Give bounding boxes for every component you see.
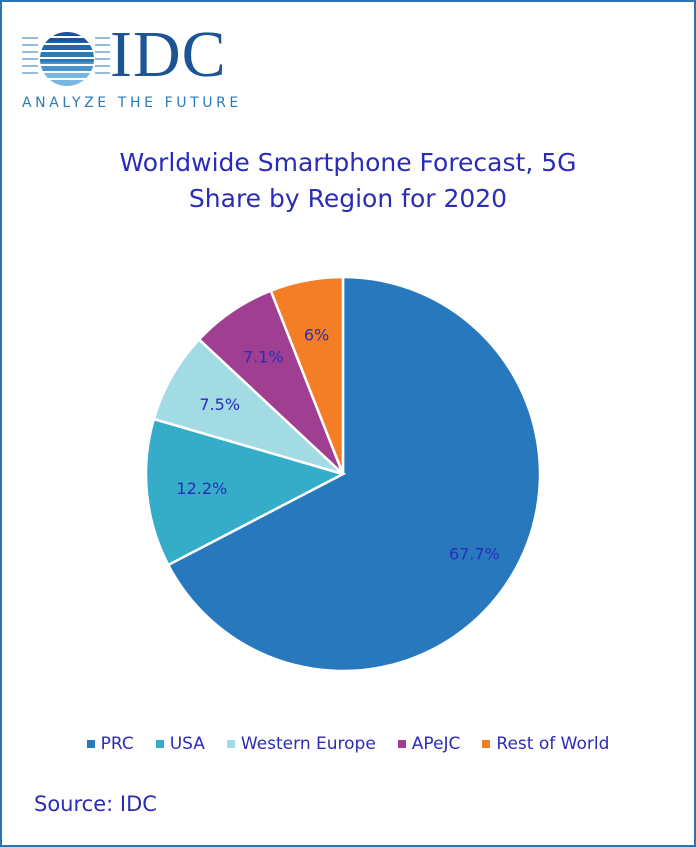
source-note: Source: IDC [34,792,157,816]
data-label: 6% [304,326,329,345]
legend-label: APeJC [411,734,461,754]
chart-title-line-1: Worldwide Smartphone Forecast, 5G [119,148,577,177]
data-label: 7.5% [199,395,240,414]
legend-item: USA [155,734,205,754]
pie-slice-usa [144,417,347,567]
legend-item: APeJC [397,734,461,754]
legend-swatch-icon [155,740,164,748]
legend-label: Western Europe [240,734,376,754]
legend-item: Western Europe [226,734,376,754]
pie-slice-rest-of-world [269,275,345,475]
legend-swatch-icon [482,740,491,748]
legend: PRC USA Western Europe APeJC Rest of World [2,734,694,754]
idc-logo-icon [20,32,110,86]
logo-tagline: ANALYZE THE FUTURE [22,95,242,111]
data-label: 67.7% [449,545,500,564]
legend-swatch-icon [86,740,95,748]
pie-slice-prc [166,275,542,673]
data-label: 7.1% [243,348,284,367]
chart-title-line-2: Share by Region for 2020 [188,184,508,213]
legend-item: Rest of World [482,734,609,754]
legend-label: USA [169,734,205,754]
legend-swatch-icon [397,740,406,748]
legend-label: Rest of World [496,734,610,754]
legend-item: PRC [86,734,134,754]
data-label: 12.2% [176,479,227,498]
logo-wordmark: IDC [110,18,227,91]
legend-label: PRC [100,734,134,754]
legend-swatch-icon [226,740,235,748]
chart-title: Worldwide Smartphone Forecast, 5G Share … [2,145,694,217]
